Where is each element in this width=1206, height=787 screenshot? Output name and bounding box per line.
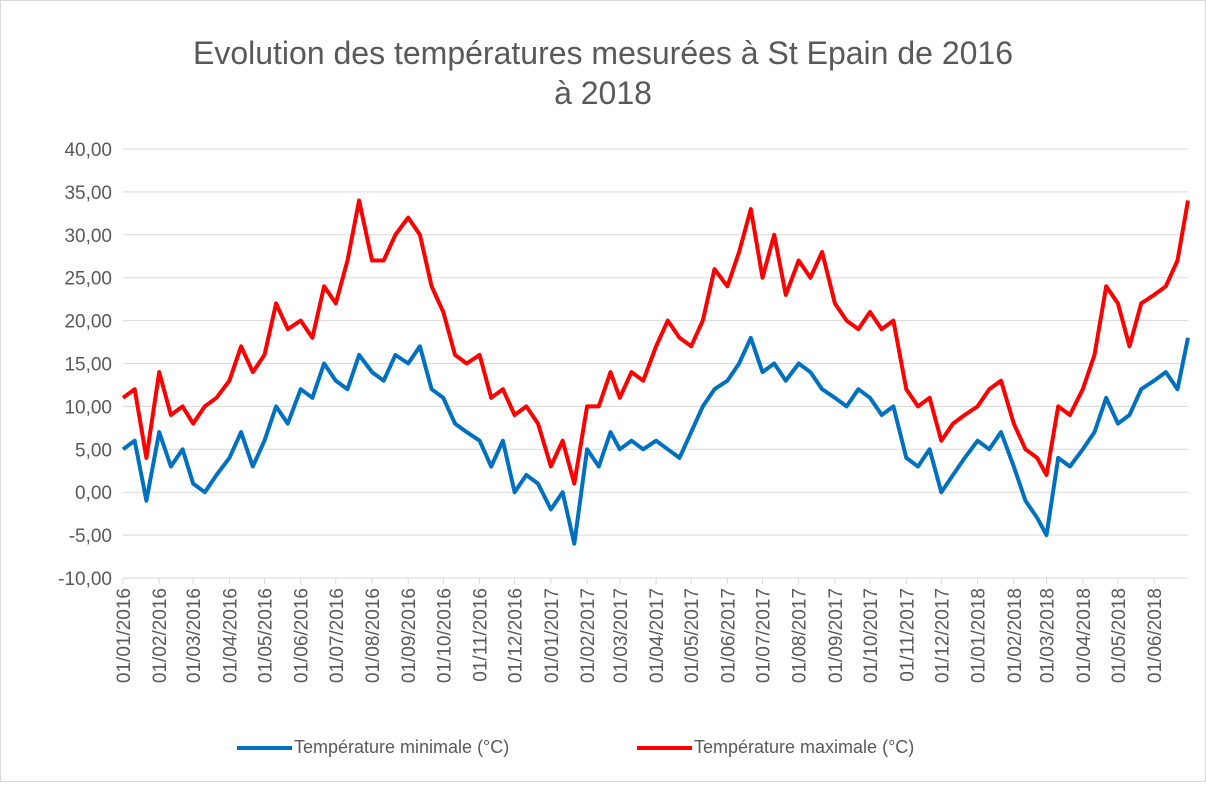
x-tick-label: 01/08/2017 <box>790 588 811 683</box>
x-tick-label: 01/07/2016 <box>327 588 348 683</box>
y-tick-label: 10,00 <box>64 397 112 418</box>
x-tick-label: 01/10/2016 <box>434 588 455 683</box>
y-tick-label: 5,00 <box>75 440 112 461</box>
x-tick-label: 01/04/2016 <box>220 588 241 683</box>
x-tick-label: 01/06/2016 <box>292 588 313 683</box>
legend-label: Température minimale (°C) <box>294 737 509 757</box>
x-tick-label: 01/05/2018 <box>1109 588 1130 683</box>
x-tick-label: 01/09/2017 <box>826 588 847 683</box>
y-tick-label: 30,00 <box>64 226 112 247</box>
y-tick-label: 35,00 <box>64 183 112 204</box>
x-tick-label: 01/10/2017 <box>861 588 882 683</box>
x-tick-label: 01/08/2016 <box>363 588 384 683</box>
x-tick-label: 01/04/2018 <box>1074 588 1095 683</box>
x-tick-label: 01/03/2017 <box>611 588 632 683</box>
x-tick-label: 01/07/2017 <box>753 588 774 683</box>
x-tick-label: 01/12/2017 <box>932 588 953 683</box>
x-tick-label: 01/05/2017 <box>682 588 703 683</box>
x-tick-label: 01/02/2016 <box>150 588 171 683</box>
x-tick-label: 01/03/2016 <box>184 588 205 683</box>
x-tick-label: 01/01/2018 <box>969 588 990 683</box>
y-tick-label: -5,00 <box>69 526 112 547</box>
x-tick-label: 01/02/2017 <box>578 588 599 683</box>
x-tick-label: 01/04/2017 <box>647 588 668 683</box>
y-tick-label: 20,00 <box>64 312 112 333</box>
x-tick-label: 01/03/2018 <box>1038 588 1059 683</box>
x-tick-label: 01/11/2016 <box>471 588 492 682</box>
x-tick-label: 01/01/2016 <box>114 588 135 683</box>
line-series <box>121 198 1190 486</box>
x-tick-label: 01/02/2018 <box>1005 588 1026 683</box>
chart-title: Evolution des températures mesurées à St… <box>193 35 1013 111</box>
y-tick-label: 40,00 <box>64 140 112 161</box>
x-tick-label: 01/06/2018 <box>1145 588 1166 683</box>
y-tick-label: 25,00 <box>64 269 112 290</box>
x-tick-label: 01/11/2017 <box>897 588 918 682</box>
line-series <box>121 335 1190 546</box>
x-tick-label: 01/05/2016 <box>255 588 276 683</box>
legend-label: Température maximale (°C) <box>694 737 914 757</box>
x-tick-label: 01/01/2017 <box>542 588 563 683</box>
x-tick-label: 01/12/2016 <box>506 588 527 683</box>
x-tick-label: 01/06/2017 <box>718 588 739 683</box>
y-tick-label: -10,00 <box>58 569 112 590</box>
y-tick-label: 15,00 <box>64 355 112 376</box>
x-tick-label: 01/09/2016 <box>399 588 420 683</box>
y-tick-label: 0,00 <box>75 483 112 504</box>
